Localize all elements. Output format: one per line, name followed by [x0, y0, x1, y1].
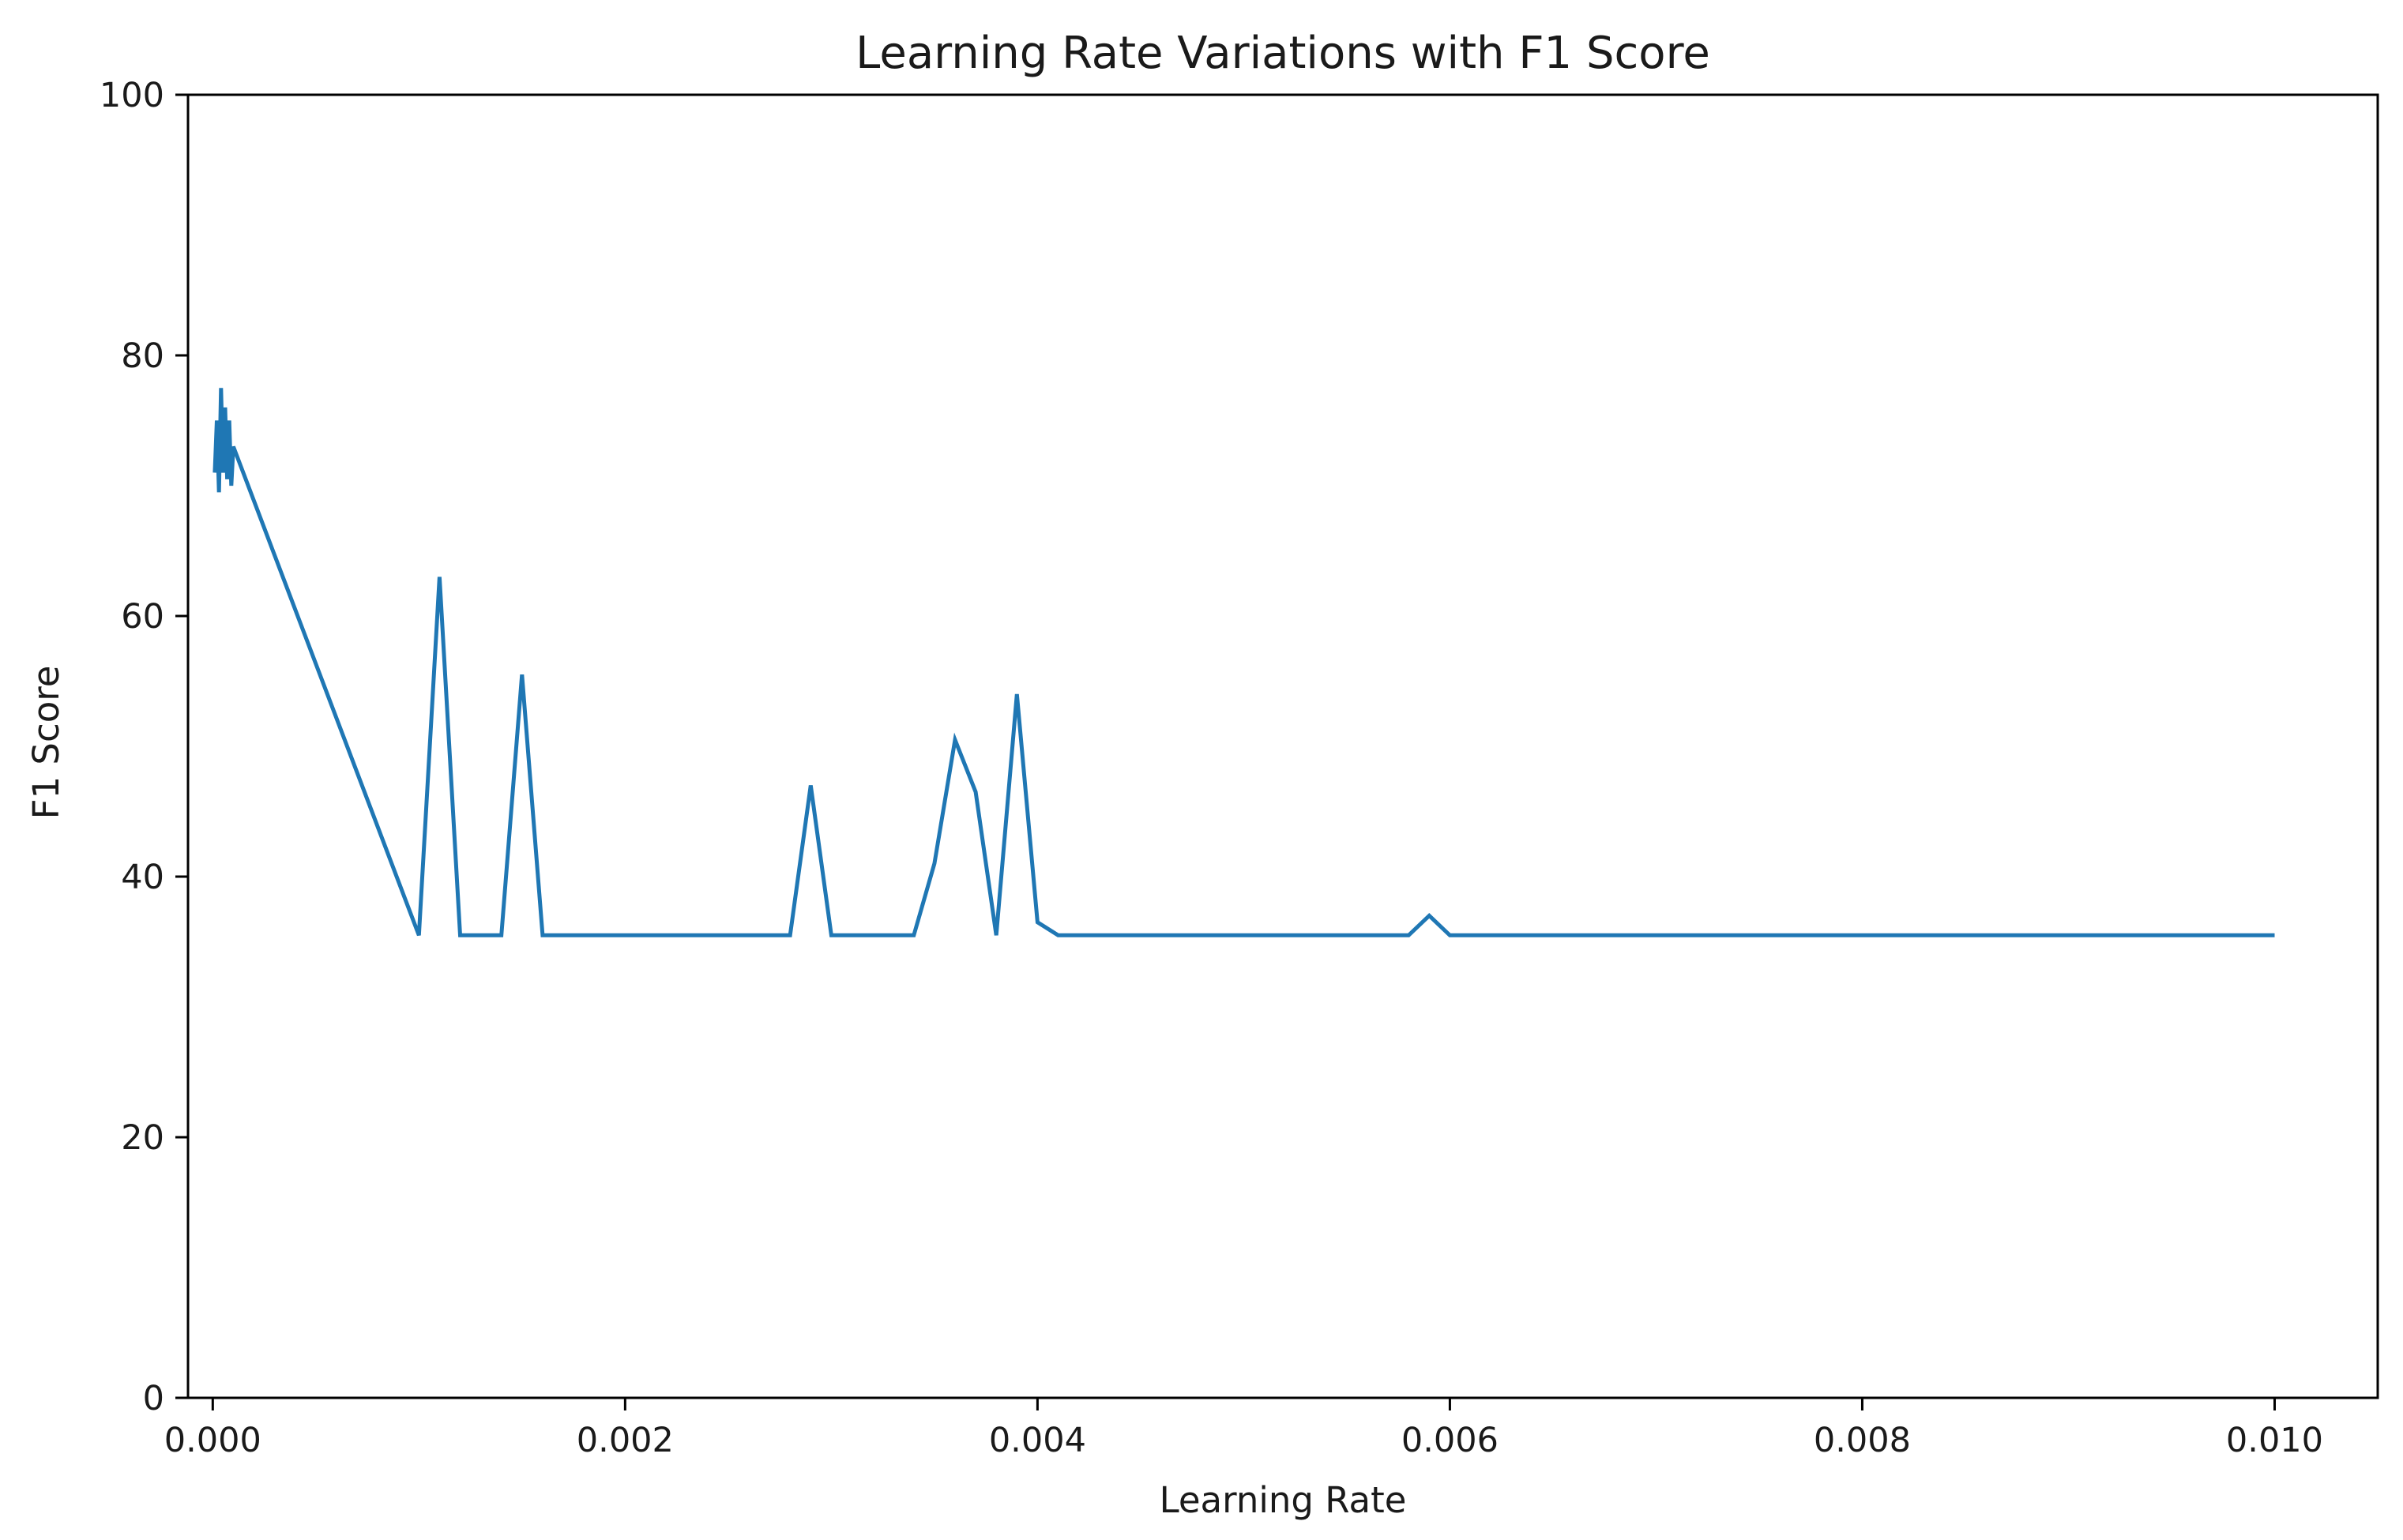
x-tick-label: 0.000: [164, 1421, 261, 1460]
y-axis: 0 20 40 60 80 100: [100, 76, 188, 1418]
x-tick-label: 0.004: [989, 1421, 1086, 1460]
x-axis: 0.000 0.002 0.004 0.006 0.008 0.010: [164, 1398, 2323, 1460]
y-tick-label: 40: [121, 858, 164, 897]
y-tick-label: 20: [121, 1118, 164, 1158]
plot-frame: [186, 93, 2379, 1399]
chart-title: Learning Rate Variations with F1 Score: [856, 28, 1710, 79]
x-tick-label: 0.010: [2226, 1421, 2323, 1460]
y-axis-label: F1 Score: [25, 666, 67, 820]
x-axis-label: Learning Rate: [1160, 1479, 1407, 1521]
y-tick-label: 80: [121, 336, 164, 376]
x-tick-label: 0.008: [1814, 1421, 1911, 1460]
y-tick-label: 60: [121, 597, 164, 637]
y-tick-label: 0: [143, 1379, 164, 1418]
series-line-0: [212, 388, 2275, 937]
x-tick-label: 0.006: [1401, 1421, 1499, 1460]
x-tick-label: 0.002: [577, 1421, 674, 1460]
y-tick-label: 100: [100, 76, 164, 115]
plot-area: [186, 93, 2379, 1399]
